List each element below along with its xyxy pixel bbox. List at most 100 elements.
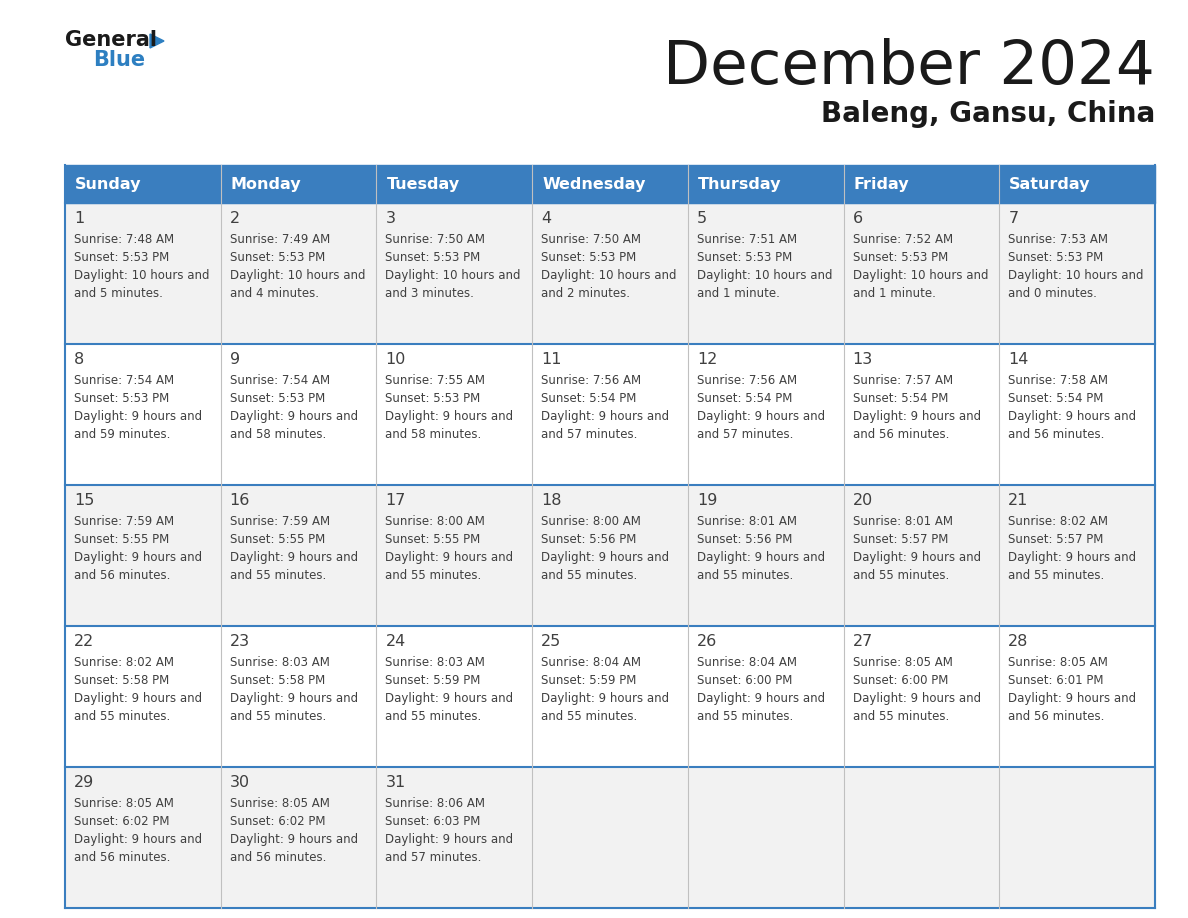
Text: Daylight: 9 hours and: Daylight: 9 hours and <box>385 551 513 564</box>
Text: Sunrise: 7:59 AM: Sunrise: 7:59 AM <box>74 515 175 528</box>
Text: Sunset: 5:53 PM: Sunset: 5:53 PM <box>385 251 481 264</box>
Text: Sunset: 5:58 PM: Sunset: 5:58 PM <box>74 674 169 687</box>
Text: 4: 4 <box>542 211 551 226</box>
Text: Sunrise: 7:51 AM: Sunrise: 7:51 AM <box>697 233 797 246</box>
Text: Daylight: 9 hours and: Daylight: 9 hours and <box>542 410 669 423</box>
Text: 12: 12 <box>697 352 718 367</box>
Text: Thursday: Thursday <box>697 176 782 192</box>
Text: 14: 14 <box>1009 352 1029 367</box>
Text: and 57 minutes.: and 57 minutes. <box>697 428 794 441</box>
Text: 30: 30 <box>229 775 249 790</box>
Text: Sunrise: 7:48 AM: Sunrise: 7:48 AM <box>74 233 175 246</box>
Text: Sunset: 6:02 PM: Sunset: 6:02 PM <box>74 815 170 828</box>
Text: and 3 minutes.: and 3 minutes. <box>385 287 474 300</box>
Text: Daylight: 9 hours and: Daylight: 9 hours and <box>853 692 981 705</box>
Text: 31: 31 <box>385 775 405 790</box>
Text: Sunrise: 8:03 AM: Sunrise: 8:03 AM <box>385 656 486 669</box>
Text: Sunrise: 7:53 AM: Sunrise: 7:53 AM <box>1009 233 1108 246</box>
Text: Sunset: 5:53 PM: Sunset: 5:53 PM <box>229 251 326 264</box>
Text: Saturday: Saturday <box>1010 176 1091 192</box>
Text: Sunrise: 8:01 AM: Sunrise: 8:01 AM <box>697 515 797 528</box>
Text: Daylight: 9 hours and: Daylight: 9 hours and <box>229 692 358 705</box>
Text: Sunset: 5:55 PM: Sunset: 5:55 PM <box>229 533 326 546</box>
Text: Sunset: 5:58 PM: Sunset: 5:58 PM <box>229 674 326 687</box>
Text: Daylight: 9 hours and: Daylight: 9 hours and <box>853 551 981 564</box>
Text: Sunrise: 8:00 AM: Sunrise: 8:00 AM <box>385 515 486 528</box>
Text: and 56 minutes.: and 56 minutes. <box>74 851 170 864</box>
Text: General: General <box>65 30 157 50</box>
Text: Sunset: 5:53 PM: Sunset: 5:53 PM <box>542 251 637 264</box>
Text: Sunset: 5:56 PM: Sunset: 5:56 PM <box>697 533 792 546</box>
Text: 9: 9 <box>229 352 240 367</box>
Text: and 55 minutes.: and 55 minutes. <box>853 710 949 723</box>
Text: and 5 minutes.: and 5 minutes. <box>74 287 163 300</box>
Text: and 55 minutes.: and 55 minutes. <box>385 710 481 723</box>
Text: Sunrise: 7:49 AM: Sunrise: 7:49 AM <box>229 233 330 246</box>
Text: Sunrise: 7:50 AM: Sunrise: 7:50 AM <box>542 233 642 246</box>
Text: 27: 27 <box>853 634 873 649</box>
Text: Daylight: 9 hours and: Daylight: 9 hours and <box>229 833 358 846</box>
Text: Daylight: 10 hours and: Daylight: 10 hours and <box>853 269 988 282</box>
Text: Sunset: 5:53 PM: Sunset: 5:53 PM <box>74 251 169 264</box>
Text: and 57 minutes.: and 57 minutes. <box>542 428 638 441</box>
Text: December 2024: December 2024 <box>663 38 1155 97</box>
Text: Sunset: 5:53 PM: Sunset: 5:53 PM <box>385 392 481 405</box>
Text: and 56 minutes.: and 56 minutes. <box>1009 428 1105 441</box>
Text: Sunset: 6:01 PM: Sunset: 6:01 PM <box>1009 674 1104 687</box>
Text: 13: 13 <box>853 352 873 367</box>
Text: Sunrise: 8:05 AM: Sunrise: 8:05 AM <box>853 656 953 669</box>
Text: Sunset: 6:02 PM: Sunset: 6:02 PM <box>229 815 326 828</box>
Text: 5: 5 <box>697 211 707 226</box>
Text: Sunset: 5:54 PM: Sunset: 5:54 PM <box>853 392 948 405</box>
Text: 26: 26 <box>697 634 718 649</box>
Text: Sunrise: 7:57 AM: Sunrise: 7:57 AM <box>853 374 953 387</box>
Bar <box>65 165 1155 203</box>
Text: Blue: Blue <box>93 50 145 70</box>
Text: Daylight: 10 hours and: Daylight: 10 hours and <box>1009 269 1144 282</box>
Text: 19: 19 <box>697 493 718 508</box>
Text: Sunset: 5:56 PM: Sunset: 5:56 PM <box>542 533 637 546</box>
Text: Sunset: 5:53 PM: Sunset: 5:53 PM <box>697 251 792 264</box>
Text: and 55 minutes.: and 55 minutes. <box>229 710 326 723</box>
Text: and 55 minutes.: and 55 minutes. <box>542 710 638 723</box>
Text: Sunset: 6:00 PM: Sunset: 6:00 PM <box>853 674 948 687</box>
Text: Sunset: 5:53 PM: Sunset: 5:53 PM <box>1009 251 1104 264</box>
Text: 10: 10 <box>385 352 406 367</box>
Text: Sunrise: 8:05 AM: Sunrise: 8:05 AM <box>229 797 329 810</box>
Text: Sunrise: 8:00 AM: Sunrise: 8:00 AM <box>542 515 642 528</box>
Text: and 57 minutes.: and 57 minutes. <box>385 851 482 864</box>
Text: 16: 16 <box>229 493 251 508</box>
Text: Sunrise: 8:04 AM: Sunrise: 8:04 AM <box>542 656 642 669</box>
Text: Sunrise: 7:56 AM: Sunrise: 7:56 AM <box>542 374 642 387</box>
Text: 22: 22 <box>74 634 94 649</box>
Text: Daylight: 10 hours and: Daylight: 10 hours and <box>542 269 677 282</box>
Text: and 55 minutes.: and 55 minutes. <box>853 569 949 582</box>
Text: Daylight: 9 hours and: Daylight: 9 hours and <box>1009 410 1137 423</box>
Text: Sunset: 5:54 PM: Sunset: 5:54 PM <box>697 392 792 405</box>
Text: Sunrise: 7:54 AM: Sunrise: 7:54 AM <box>74 374 175 387</box>
Text: Daylight: 9 hours and: Daylight: 9 hours and <box>229 551 358 564</box>
Text: Monday: Monday <box>230 176 302 192</box>
Text: and 59 minutes.: and 59 minutes. <box>74 428 170 441</box>
Text: and 55 minutes.: and 55 minutes. <box>697 569 794 582</box>
Text: Sunrise: 7:52 AM: Sunrise: 7:52 AM <box>853 233 953 246</box>
Text: Sunset: 5:57 PM: Sunset: 5:57 PM <box>1009 533 1104 546</box>
Text: Sunset: 5:53 PM: Sunset: 5:53 PM <box>74 392 169 405</box>
Text: 3: 3 <box>385 211 396 226</box>
Text: Daylight: 9 hours and: Daylight: 9 hours and <box>74 551 202 564</box>
Text: Daylight: 9 hours and: Daylight: 9 hours and <box>1009 551 1137 564</box>
Text: Sunset: 5:53 PM: Sunset: 5:53 PM <box>853 251 948 264</box>
Text: Sunset: 6:03 PM: Sunset: 6:03 PM <box>385 815 481 828</box>
Text: Sunset: 5:55 PM: Sunset: 5:55 PM <box>74 533 169 546</box>
Text: Daylight: 9 hours and: Daylight: 9 hours and <box>229 410 358 423</box>
Text: Daylight: 9 hours and: Daylight: 9 hours and <box>385 692 513 705</box>
Text: and 58 minutes.: and 58 minutes. <box>229 428 326 441</box>
Text: Sunrise: 7:54 AM: Sunrise: 7:54 AM <box>229 374 330 387</box>
Text: and 56 minutes.: and 56 minutes. <box>229 851 326 864</box>
Text: and 56 minutes.: and 56 minutes. <box>74 569 170 582</box>
Text: Wednesday: Wednesday <box>542 176 645 192</box>
Text: and 55 minutes.: and 55 minutes. <box>1009 569 1105 582</box>
Text: and 55 minutes.: and 55 minutes. <box>229 569 326 582</box>
Text: Sunset: 5:55 PM: Sunset: 5:55 PM <box>385 533 481 546</box>
Text: Sunset: 5:57 PM: Sunset: 5:57 PM <box>853 533 948 546</box>
